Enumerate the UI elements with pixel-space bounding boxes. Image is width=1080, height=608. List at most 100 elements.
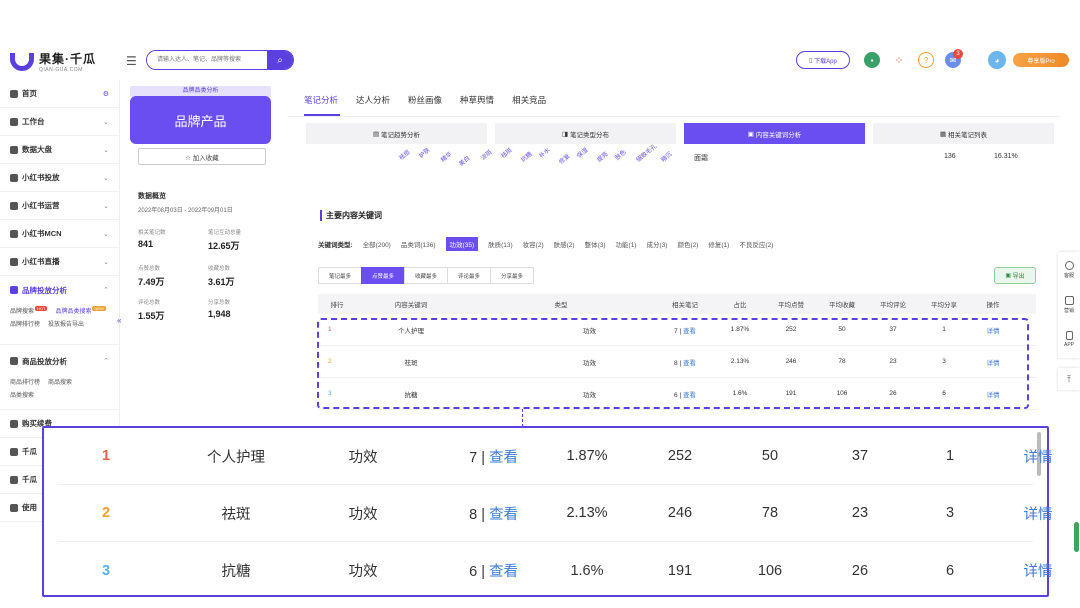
- logo-sub: QIAN-GUA.COM: [39, 67, 83, 73]
- detail-link[interactable]: 详情: [986, 359, 1000, 367]
- help-icon[interactable]: ?: [918, 52, 934, 68]
- download-app-button[interactable]: ▯ 下载App: [796, 51, 850, 69]
- submenu-brand-search[interactable]: 品牌搜索HOT: [10, 306, 48, 315]
- tab-sentiment[interactable]: 种草舆情: [460, 95, 495, 105]
- sort-most-notes[interactable]: 笔记最多: [318, 267, 362, 284]
- customer-service-button[interactable]: 客服: [1058, 252, 1080, 287]
- comments-cell: 37: [851, 448, 869, 464]
- add-favorite-button[interactable]: ☆ 加入收藏: [138, 148, 266, 165]
- filter-repair[interactable]: 修复(1): [708, 242, 730, 249]
- keyword-analysis-button[interactable]: ▣ 内容关键词分析: [684, 123, 865, 144]
- cloud-word: 祛斑: [500, 147, 514, 160]
- detail-link[interactable]: 详情: [1023, 449, 1053, 466]
- favs-cell: 106: [757, 562, 783, 579]
- arrow-up-icon: ⤒: [1067, 373, 1071, 384]
- chevron-down-icon: ⌄: [103, 119, 109, 126]
- search-button[interactable]: ⌕: [267, 51, 293, 69]
- vip-badge[interactable]: 尊享版Pro: [1013, 53, 1069, 67]
- chart-icon: ▤: [373, 130, 380, 138]
- trend-analysis-button[interactable]: ▤ 笔记趋势分析: [306, 123, 487, 144]
- view-link[interactable]: 查看: [489, 449, 518, 466]
- tab-competitors[interactable]: 相关竞品: [512, 95, 547, 105]
- menu-toggle-icon[interactable]: ☰: [126, 54, 137, 68]
- avatar[interactable]: ◕: [988, 51, 1006, 69]
- filter-feel[interactable]: 肤感(2): [553, 242, 575, 249]
- export-button[interactable]: ▣ 导出: [994, 267, 1036, 284]
- submenu-report-export[interactable]: 投放报告导出: [48, 322, 85, 328]
- view-link[interactable]: 查看: [489, 564, 518, 580]
- marketing-button[interactable]: 营销: [1058, 287, 1080, 322]
- scroll-indicator[interactable]: [1074, 522, 1079, 552]
- detail-link[interactable]: 详情: [986, 391, 1000, 399]
- sidebar-item-xhs-ads[interactable]: 小红书投放 ⌄: [0, 164, 119, 192]
- submenu-brand-category-search[interactable]: 品牌品类搜索NEW: [55, 306, 106, 315]
- search-input[interactable]: [147, 51, 267, 69]
- col-avg-likes: 平均点赞: [778, 302, 804, 309]
- view-link[interactable]: 查看: [489, 506, 518, 523]
- cloud-word: 修复: [558, 153, 572, 166]
- filter-skin[interactable]: 肤质(13): [488, 242, 513, 249]
- favs-cell: 50: [761, 448, 779, 464]
- sidebar-item-xhs-live[interactable]: 小红书直播 ⌄: [0, 248, 119, 276]
- keyword-list-count: 136: [944, 153, 956, 160]
- filter-category[interactable]: 品类词(136): [400, 242, 436, 249]
- tab-fan-portrait[interactable]: 粉丝画像: [408, 95, 443, 105]
- comments-cell: 23: [851, 505, 869, 521]
- submenu-category-search[interactable]: 品类搜索: [10, 393, 35, 399]
- view-link[interactable]: 查看: [682, 391, 696, 399]
- filter-function[interactable]: 功能(1): [615, 242, 637, 249]
- pct-cell: 2.13%: [730, 358, 750, 365]
- sidebar-item-dashboard[interactable]: 数据大盘 ⌄: [0, 136, 119, 164]
- scrollbar[interactable]: [1037, 432, 1041, 476]
- apps-icon[interactable]: ⁘: [891, 52, 907, 68]
- tab-kol-analysis[interactable]: 达人分析: [356, 95, 391, 105]
- collapse-sidebar-icon[interactable]: «: [117, 316, 122, 325]
- filter-ingredient[interactable]: 成分(3): [646, 242, 668, 249]
- detail-link[interactable]: 详情: [1023, 564, 1053, 580]
- submenu-goods-search[interactable]: 商品搜索: [48, 380, 73, 386]
- sidebar-item-home[interactable]: 首页 ⚙: [0, 80, 119, 108]
- settings-icon[interactable]: ⚙: [102, 91, 109, 98]
- sort-most-comments[interactable]: 评论最多: [447, 267, 491, 284]
- type-distribution-button[interactable]: ◨ 笔记类型分布: [495, 123, 676, 144]
- submenu-goods-rank[interactable]: 商品排行榜: [10, 380, 41, 386]
- chevron-down-icon: ⌄: [103, 259, 109, 266]
- cloud-word: 补水: [538, 147, 552, 160]
- detail-link[interactable]: 详情: [986, 327, 1000, 335]
- view-link[interactable]: 查看: [682, 359, 696, 367]
- sidebar-item-goods-analysis[interactable]: 商品投放分析 ⌃: [0, 347, 119, 375]
- filter-efficacy[interactable]: 功效(35): [445, 237, 479, 251]
- stat-interactions: 笔记互动总量 12.65万: [208, 230, 242, 251]
- filter-color[interactable]: 颜色(2): [677, 242, 699, 249]
- sort-most-favorites[interactable]: 收藏最多: [404, 267, 448, 284]
- type-cell: 功效: [583, 359, 596, 367]
- col-avg-favs: 平均收藏: [829, 302, 855, 309]
- sidebar-item-xhs-mcn[interactable]: 小红书MCN ⌄: [0, 220, 119, 248]
- back-to-top-button[interactable]: ⤒: [1058, 368, 1080, 390]
- app-button[interactable]: APP: [1058, 322, 1080, 357]
- submenu-brand-rank[interactable]: 品牌排行榜: [10, 322, 41, 328]
- sort-most-likes[interactable]: 点赞最多: [361, 267, 405, 284]
- sidebar-item-xhs-ops[interactable]: 小红书运营 ⌄: [0, 192, 119, 220]
- filter-all[interactable]: 全部(200): [362, 242, 391, 249]
- logo[interactable]: 果集·千瓜 QIAN-GUA.COM: [10, 50, 96, 73]
- chevron-down-icon: ⌄: [103, 147, 109, 154]
- view-link[interactable]: 查看: [682, 327, 696, 335]
- shop-icon[interactable]: ▪: [864, 52, 880, 68]
- col-type: 类型: [554, 302, 568, 309]
- sort-most-shares[interactable]: 分享最多: [490, 267, 534, 284]
- detail-link[interactable]: 详情: [1023, 506, 1053, 523]
- sidebar-item-brand-analysis[interactable]: 品牌投放分析 ⌃: [0, 276, 119, 304]
- filter-makeup[interactable]: 妆容(2): [522, 242, 544, 249]
- filter-adverse[interactable]: 不良反应(2): [739, 242, 774, 249]
- keyword-table: 排行 内容关键词 类型 相关笔记 占比 平均点赞 平均收藏 平均评论 平均分享 …: [318, 294, 1036, 410]
- sidebar-item-workbench[interactable]: 工作台 ⌄: [0, 108, 119, 136]
- goods-icon: [10, 357, 18, 365]
- tab-note-analysis[interactable]: 笔记分析: [304, 95, 339, 105]
- shares-cell: 1: [942, 326, 946, 333]
- sidebar-item-label: 商品投放分析: [22, 356, 67, 366]
- active-tab-indicator: [304, 114, 340, 116]
- note-list-button[interactable]: ▦ 相关笔记列表: [873, 123, 1054, 144]
- filter-overall[interactable]: 整体(3): [584, 242, 606, 249]
- shares-cell: 3: [945, 505, 955, 521]
